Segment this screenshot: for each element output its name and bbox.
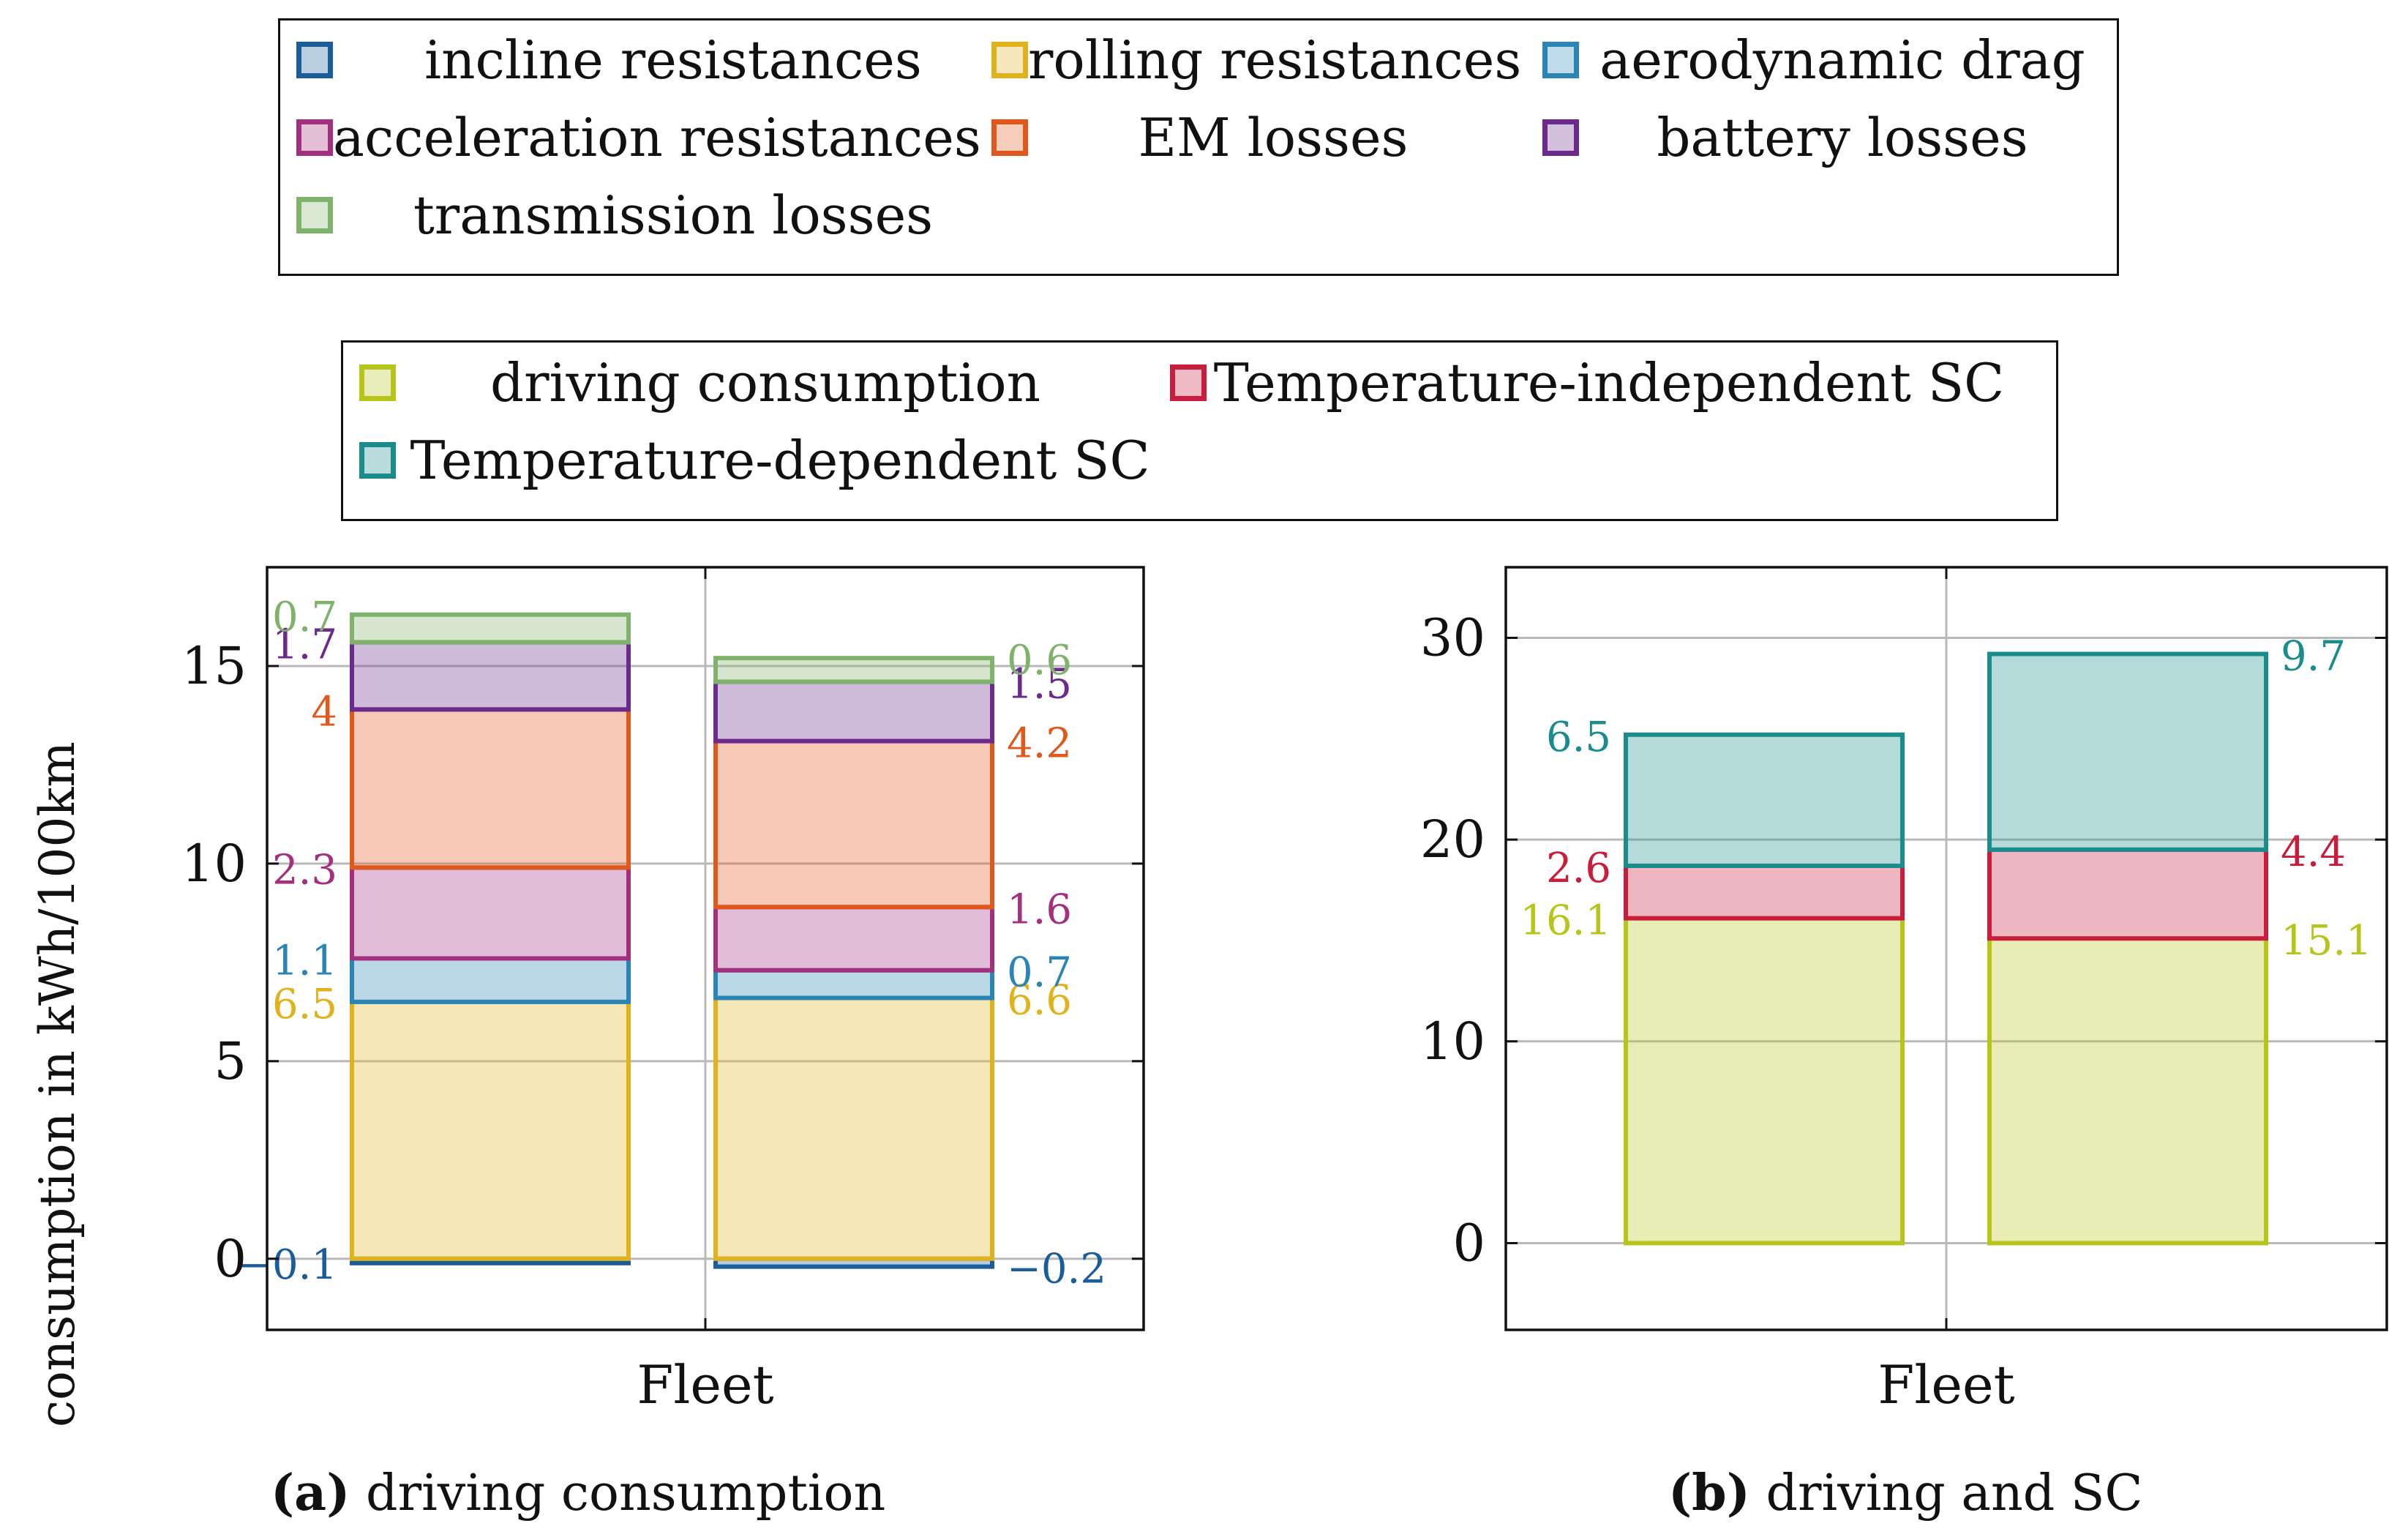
legend-label: EM losses	[1138, 107, 1409, 168]
bar-segment	[1987, 847, 2268, 941]
y-tick-label: 10	[181, 834, 247, 894]
y-tick-label: 5	[214, 1031, 247, 1091]
x-tick-label: Fleet	[1878, 1354, 2014, 1416]
caption-a-letter: (a)	[271, 1464, 350, 1522]
legend-a-entry: EM losses	[991, 108, 1518, 168]
y-tick-label: 15	[181, 636, 247, 696]
data-label: 2.6	[1546, 845, 1611, 892]
bar-segment	[350, 612, 631, 645]
legend-swatch	[1542, 42, 1579, 78]
data-label: 1.1	[272, 937, 337, 984]
data-label: 16.1	[1520, 897, 1611, 945]
caption-b: (b) driving and SC	[1668, 1464, 2143, 1522]
bar-segment	[1987, 651, 2268, 852]
legend-label: driving consumption	[490, 352, 1040, 414]
legend-a-entry: battery losses	[1542, 108, 2106, 168]
legend-a-entry: incline resistances	[296, 30, 1013, 90]
y-tick-label: 20	[1420, 809, 1485, 870]
legend-swatch	[296, 42, 333, 78]
legend-label: Temperature-dependent SC	[410, 430, 1150, 491]
legend-b: driving consumption Temperature-independ…	[341, 340, 2058, 521]
legend-a-entry: rolling resistances	[991, 29, 1522, 91]
legend-a-entry: acceleration resistances	[296, 108, 981, 168]
y-tick-label: 0	[214, 1229, 247, 1289]
data-label: −0.1	[238, 1241, 337, 1289]
caption-b-text: driving and SC	[1749, 1465, 2143, 1522]
legend-label: rolling resistances	[1028, 29, 1522, 91]
data-label: 0.6	[1007, 637, 1072, 684]
legend-b-entry: Temperature-dependent SC	[359, 430, 1164, 490]
legend-swatch	[1170, 364, 1207, 401]
bar-segment	[1624, 732, 1905, 868]
bar-segment	[350, 707, 631, 870]
chart-panel-b: 16.1 2.6 6.5 15.1 4.4 9.7 0 10 20 30 Fleet	[1420, 566, 2388, 1416]
legend-label: aerodynamic drag	[1599, 29, 2085, 91]
data-label: 0.7	[1007, 949, 1072, 997]
data-label: 1.6	[1007, 886, 1072, 933]
bar-segment	[350, 956, 631, 1004]
legend-label: transmission losses	[413, 184, 934, 246]
legend-b-entry: driving consumption	[359, 353, 1135, 413]
legend-swatch	[359, 442, 396, 479]
data-label: 2.3	[272, 846, 337, 894]
data-label: 9.7	[2281, 633, 2346, 681]
data-label: 6.5	[1546, 714, 1611, 761]
legend-swatch	[1542, 119, 1579, 156]
legend-swatch	[296, 197, 333, 233]
bar-segment	[350, 640, 631, 712]
legend-swatch	[991, 119, 1028, 156]
bar-segment	[713, 905, 994, 973]
legend-a: incline resistances rolling resistances …	[278, 18, 2119, 276]
caption-a: (a) driving consumption	[271, 1464, 885, 1522]
y-tick-label: 10	[1420, 1011, 1485, 1072]
bar-segment	[350, 865, 631, 961]
data-label: 0.7	[272, 594, 337, 641]
bar-segment	[1624, 863, 1905, 921]
legend-swatch	[359, 364, 396, 401]
legend-label: Temperature-independent SC	[1213, 352, 2005, 414]
chart-panel-a: −0.16.51.12.341.70.7−0.26.60.71.64.21.50…	[181, 566, 1145, 1416]
bar-segment	[713, 995, 994, 1261]
legend-swatch	[991, 42, 1028, 78]
y-tick-label: 30	[1420, 607, 1485, 667]
legend-swatch	[296, 119, 333, 156]
bar-segment	[1624, 916, 1905, 1246]
legend-label: incline resistances	[424, 29, 922, 91]
data-label: 15.1	[2281, 917, 2372, 965]
caption-a-text: driving consumption	[350, 1465, 886, 1522]
data-label: 1.7	[272, 621, 337, 669]
bar-segment	[713, 738, 994, 910]
data-label: 4	[311, 688, 337, 736]
legend-label: battery losses	[1657, 107, 2028, 168]
legend-a-entry: transmission losses	[296, 185, 1013, 245]
data-label: 4.2	[1007, 720, 1072, 768]
data-label: 1.5	[1007, 661, 1072, 708]
data-label: 6.5	[272, 981, 337, 1028]
data-label: 6.6	[1007, 976, 1072, 1024]
data-label: 4.4	[2281, 829, 2346, 876]
x-tick-label: Fleet	[637, 1354, 773, 1416]
bar-segment	[350, 999, 631, 1261]
caption-b-letter: (b)	[1668, 1464, 1750, 1522]
bar-segment	[713, 656, 994, 684]
y-tick-label: 0	[1452, 1213, 1485, 1273]
legend-b-entry: Temperature-independent SC	[1170, 353, 2011, 413]
data-label: −0.2	[1007, 1246, 1106, 1293]
legend-label: acceleration resistances	[333, 107, 981, 168]
bar-segment	[1987, 936, 2268, 1246]
legend-a-entry: aerodynamic drag	[1542, 30, 2106, 90]
bar-segment	[713, 968, 994, 1001]
bar-segment	[713, 679, 994, 744]
